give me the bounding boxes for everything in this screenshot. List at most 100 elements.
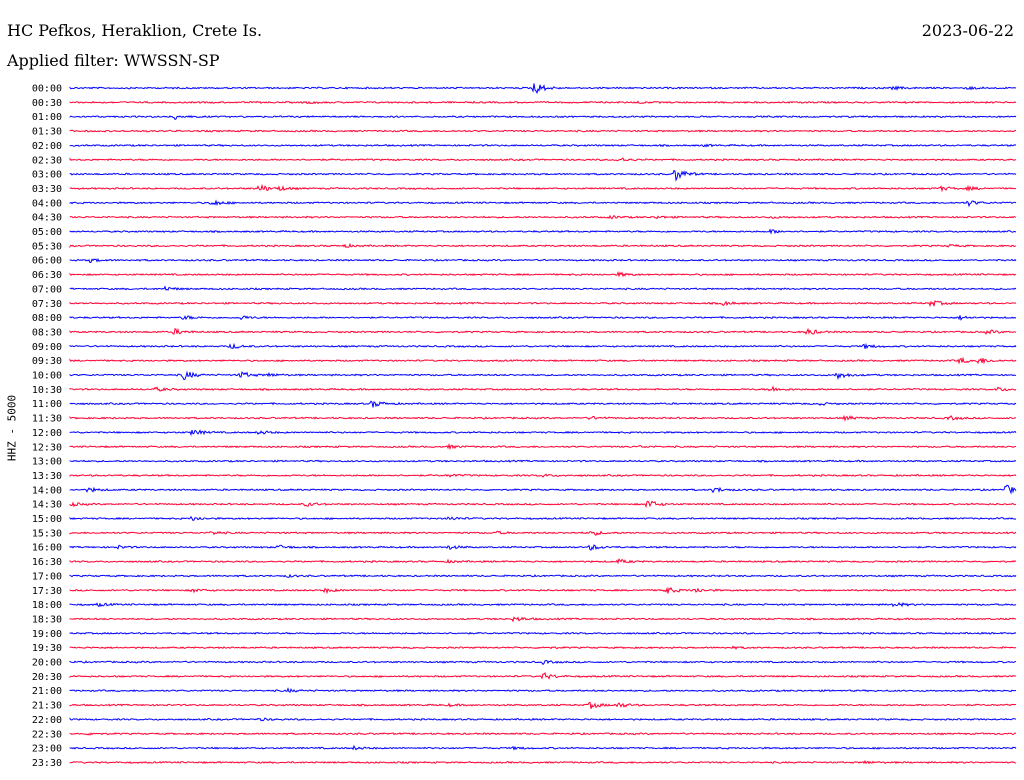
trace-1730 [69, 586, 1017, 595]
trace-0830 [69, 327, 1017, 335]
row-time-label: 14:30 [32, 500, 62, 511]
trace-2300 [69, 744, 1017, 751]
row-time-label: 17:30 [32, 586, 62, 597]
row-time-label: 10:00 [32, 371, 62, 382]
trace-1830 [69, 616, 1017, 623]
filter-label: Applied filter: WWSSN-SP [7, 51, 220, 70]
row-time-label: 17:00 [32, 571, 62, 582]
trace-1530 [69, 530, 1017, 536]
trace-1100 [69, 400, 1017, 408]
row-time-label: 06:30 [32, 270, 62, 281]
row-time-label: 01:30 [32, 127, 62, 138]
row-time-label: 23:00 [32, 744, 62, 755]
trace-0030 [69, 100, 1017, 105]
trace-2000 [69, 659, 1017, 666]
trace-1930 [69, 645, 1017, 651]
trace-0430 [69, 214, 1017, 220]
trace-0400 [69, 199, 1017, 208]
trace-2200 [69, 717, 1017, 722]
trace-1230 [69, 442, 1017, 451]
trace-0200 [69, 143, 1017, 148]
trace-0600 [69, 257, 1017, 264]
row-time-label: 13:00 [32, 457, 62, 468]
row-time-label: 18:30 [32, 614, 62, 625]
trace-0930 [69, 356, 1017, 365]
row-time-label: 03:00 [32, 170, 62, 181]
row-time-label: 15:00 [32, 514, 62, 525]
row-time-label: 10:30 [32, 385, 62, 396]
row-time-label: 19:30 [32, 643, 62, 654]
trace-0500 [69, 228, 1017, 235]
trace-0000 [69, 83, 1017, 95]
trace-1900 [69, 631, 1017, 635]
row-time-label: 12:30 [32, 442, 62, 453]
trace-1630 [69, 558, 1017, 565]
row-time-label: 16:30 [32, 557, 62, 568]
row-time-label: 09:00 [32, 342, 62, 353]
trace-0100 [69, 114, 1017, 121]
row-time-label: 11:00 [32, 399, 62, 410]
row-time-label: 22:00 [32, 715, 62, 726]
row-time-label: 11:30 [32, 414, 62, 425]
row-time-label: 04:30 [32, 213, 62, 224]
trace-1000 [69, 370, 1017, 381]
row-time-label: 07:00 [32, 284, 62, 295]
row-time-label: 13:30 [32, 471, 62, 482]
row-time-label: 12:00 [32, 428, 62, 439]
trace-2130 [69, 701, 1017, 709]
row-time-label: 01:00 [32, 112, 62, 123]
trace-1430 [69, 500, 1017, 509]
trace-0900 [69, 342, 1017, 350]
row-time-label: 08:30 [32, 327, 62, 338]
trace-0730 [69, 300, 1017, 308]
row-time-label: 08:00 [32, 313, 62, 324]
trace-0130 [69, 129, 1017, 133]
row-time-label: 02:30 [32, 155, 62, 166]
row-time-label: 15:30 [32, 528, 62, 539]
row-time-label: 19:00 [32, 629, 62, 640]
trace-0630 [69, 271, 1017, 278]
row-time-label: 00:30 [32, 98, 62, 109]
row-time-label: 18:00 [32, 600, 62, 611]
row-time-label: 09:30 [32, 356, 62, 367]
trace-2030 [69, 671, 1017, 680]
trace-0300 [69, 169, 1017, 182]
row-time-label: 04:00 [32, 198, 62, 209]
row-time-label: 05:30 [32, 241, 62, 252]
trace-2100 [69, 687, 1017, 693]
row-time-label: 05:00 [32, 227, 62, 238]
trace-0330 [69, 183, 1017, 193]
row-time-label: 21:30 [32, 701, 62, 712]
row-time-label: 02:00 [32, 141, 62, 152]
trace-2230 [69, 732, 1017, 736]
trace-1030 [69, 385, 1017, 392]
trace-1300 [69, 459, 1017, 463]
station-title: HC Pefkos, Heraklion, Crete Is. [7, 21, 263, 40]
trace-1500 [69, 515, 1017, 522]
trace-1330 [69, 473, 1017, 478]
row-time-label: 20:00 [32, 658, 62, 669]
trace-0530 [69, 242, 1017, 249]
row-time-label: 06:00 [32, 256, 62, 267]
trace-1400 [69, 484, 1017, 495]
trace-0700 [69, 285, 1017, 291]
trace-2330 [69, 759, 1017, 765]
row-time-label: 07:30 [32, 299, 62, 310]
row-time-label: 03:30 [32, 184, 62, 195]
row-time-label: 23:30 [32, 758, 62, 769]
trace-1600 [69, 544, 1017, 551]
row-time-label: 21:00 [32, 686, 62, 697]
row-time-label: 00:00 [32, 84, 62, 95]
trace-1800 [69, 601, 1017, 608]
row-time-label: 22:30 [32, 729, 62, 740]
trace-1130 [69, 414, 1017, 422]
row-time-label: 20:30 [32, 672, 62, 683]
trace-0230 [69, 157, 1017, 162]
trace-1200 [69, 429, 1017, 437]
row-time-label: 16:00 [32, 543, 62, 554]
trace-0800 [69, 315, 1017, 321]
trace-1700 [69, 573, 1017, 578]
row-time-label: 14:00 [32, 485, 62, 496]
record-date: 2023-06-22 [921, 21, 1014, 40]
